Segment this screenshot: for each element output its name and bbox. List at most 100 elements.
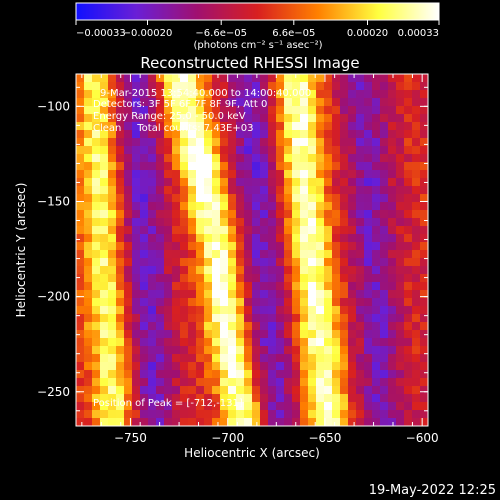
heatmap-cell — [212, 178, 221, 187]
heatmap-cell — [204, 266, 213, 275]
heatmap-cell — [396, 178, 405, 187]
heatmap-cell — [84, 138, 93, 147]
heatmap-cell — [76, 226, 85, 235]
heatmap-cell — [268, 162, 277, 171]
heatmap-cell — [324, 210, 333, 219]
heatmap-cell — [236, 202, 245, 211]
heatmap-cell — [132, 410, 141, 419]
heatmap-cell — [228, 354, 237, 363]
heatmap-cell — [244, 154, 253, 163]
heatmap-cell — [76, 202, 85, 211]
heatmap-cell — [420, 386, 429, 395]
heatmap-cell — [356, 282, 365, 291]
heatmap-cell — [92, 82, 101, 91]
heatmap-cell — [204, 234, 213, 243]
heatmap-cell — [268, 82, 277, 91]
heatmap-cell — [236, 194, 245, 203]
heatmap-cell — [348, 410, 357, 419]
heatmap-cell — [212, 410, 221, 419]
heatmap-cell — [212, 186, 221, 195]
heatmap-cell — [268, 362, 277, 371]
annotation-detectors: Detectors: 3F 5F 6F 7F 8F 9F, Att 0 — [93, 99, 267, 110]
heatmap-cell — [252, 322, 261, 331]
heatmap-cell — [284, 266, 293, 275]
heatmap-cell — [276, 258, 285, 267]
heatmap-cell — [148, 74, 157, 83]
heatmap-cell — [324, 242, 333, 251]
heatmap-cell — [332, 210, 341, 219]
heatmap-cell — [356, 290, 365, 299]
heatmap-cell — [204, 410, 213, 419]
heatmap-cell — [276, 322, 285, 331]
heatmap-cell — [372, 234, 381, 243]
heatmap-cell — [84, 298, 93, 307]
heatmap-cell — [260, 330, 269, 339]
heatmap-cell — [380, 370, 389, 379]
heatmap-cell — [380, 234, 389, 243]
heatmap-cell — [148, 98, 157, 107]
heatmap-cell — [340, 290, 349, 299]
heatmap-cell — [164, 330, 173, 339]
heatmap-cell — [284, 290, 293, 299]
heatmap-cell — [108, 378, 117, 387]
heatmap-cell — [164, 410, 173, 419]
heatmap-cell — [148, 290, 157, 299]
heatmap-cell — [100, 330, 109, 339]
heatmap-cell — [252, 98, 261, 107]
heatmap-cell — [148, 178, 157, 187]
heatmap-cell — [396, 314, 405, 323]
heatmap-cell — [100, 154, 109, 163]
heatmap-cell — [372, 378, 381, 387]
heatmap-cell — [148, 378, 157, 387]
heatmap-cell — [396, 74, 405, 83]
heatmap-cell — [92, 98, 101, 107]
heatmap-cell — [116, 250, 125, 259]
heatmap-cell — [372, 330, 381, 339]
heatmap-cell — [100, 306, 109, 315]
heatmap-cell — [380, 394, 389, 403]
heatmap-cell — [164, 250, 173, 259]
heatmap-cell — [324, 82, 333, 91]
heatmap-cell — [276, 178, 285, 187]
heatmap-cell — [204, 210, 213, 219]
heatmap-cell — [284, 90, 293, 99]
heatmap-cell — [212, 106, 221, 115]
heatmap-cell — [156, 122, 165, 131]
heatmap-cell — [284, 226, 293, 235]
heatmap-cell — [188, 98, 197, 107]
heatmap-cell — [260, 138, 269, 147]
heatmap-cell — [332, 394, 341, 403]
heatmap-cell — [116, 338, 125, 347]
heatmap-cell — [380, 242, 389, 251]
heatmap-cell — [84, 74, 93, 83]
heatmap-cell — [348, 138, 357, 147]
heatmap-cell — [388, 418, 397, 427]
heatmap-cell — [156, 194, 165, 203]
heatmap-cell — [268, 194, 277, 203]
heatmap-cell — [116, 186, 125, 195]
heatmap-cell — [100, 322, 109, 331]
heatmap-cell — [324, 122, 333, 131]
heatmap-cell — [212, 274, 221, 283]
heatmap-cell — [236, 410, 245, 419]
heatmap-cell — [268, 346, 277, 355]
heatmap-cell — [228, 402, 237, 411]
heatmap-cell — [364, 394, 373, 403]
heatmap-cell — [132, 322, 141, 331]
heatmap-cell — [108, 138, 117, 147]
heatmap-cell — [252, 298, 261, 307]
heatmap-cell — [108, 210, 117, 219]
heatmap-cell — [92, 394, 101, 403]
heatmap-cell — [380, 226, 389, 235]
heatmap-cell — [196, 282, 205, 291]
heatmap-cell — [284, 178, 293, 187]
heatmap-cell — [292, 370, 301, 379]
heatmap-cell — [188, 242, 197, 251]
heatmap-cell — [388, 394, 397, 403]
heatmap-cell — [108, 242, 117, 251]
heatmap-cell — [308, 354, 317, 363]
heatmap-cell — [236, 306, 245, 315]
heatmap-cell — [300, 98, 309, 107]
heatmap-cell — [284, 418, 293, 427]
heatmap-cell — [348, 82, 357, 91]
